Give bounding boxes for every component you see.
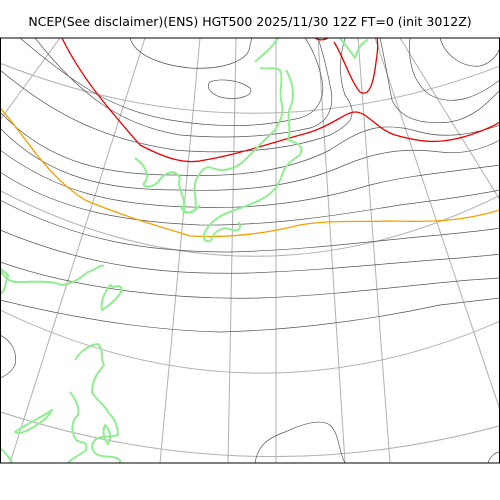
contour-red bbox=[61, 38, 500, 163]
contour-red-upper bbox=[333, 38, 379, 94]
height-contours bbox=[0, 38, 500, 463]
graticule-meridians bbox=[0, 38, 500, 463]
chart-title: NCEP(See disclaimer)(ENS) HGT500 2025/11… bbox=[28, 14, 472, 29]
coastlines bbox=[0, 38, 369, 463]
contour-orange bbox=[0, 107, 500, 238]
graticule-latitudes bbox=[0, 62, 500, 458]
